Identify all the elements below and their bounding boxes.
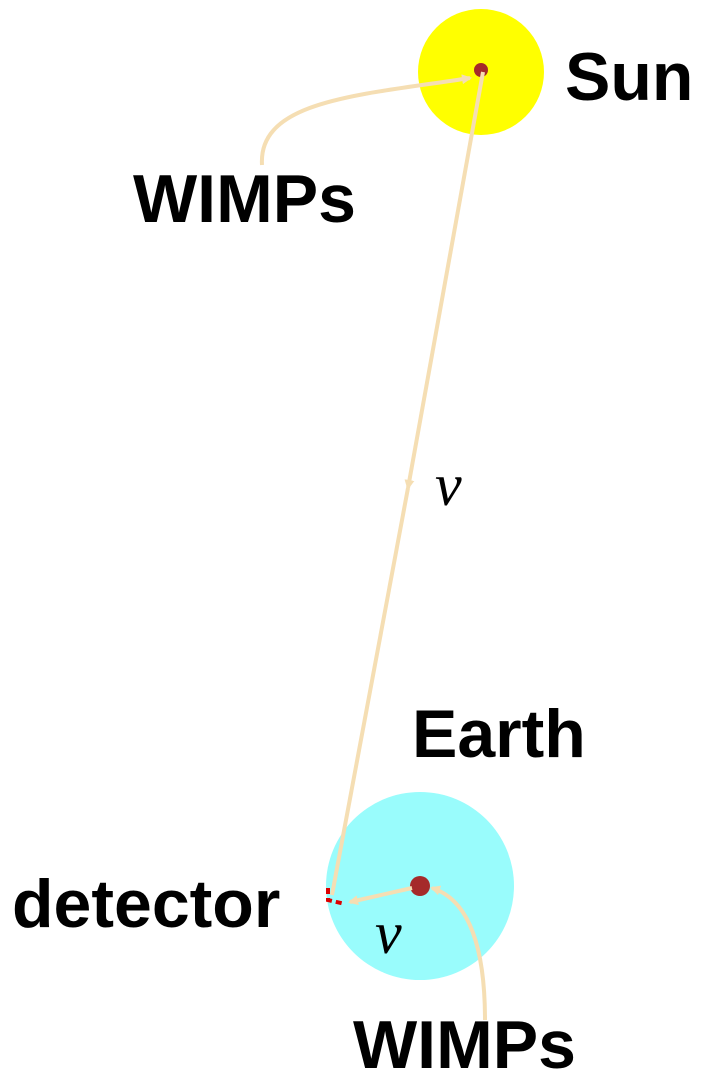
wimps-sun-arrow xyxy=(259,74,472,166)
sun-label: Sun xyxy=(565,39,693,115)
nu-label: ν xyxy=(435,452,462,518)
nu-label: ν xyxy=(375,900,402,966)
neutrino-earth-arrow xyxy=(348,886,413,906)
wimps-label: WIMPs xyxy=(133,161,356,237)
detector-label: detector xyxy=(12,866,280,942)
wimps-earth-arrow xyxy=(430,885,487,1021)
earth-label: Earth xyxy=(412,696,586,772)
neutrino-path xyxy=(330,487,410,896)
detector-mark xyxy=(326,888,346,906)
neutrino-sun-arrow xyxy=(404,71,485,490)
wimps-label: WIMPs xyxy=(353,1007,576,1075)
earth-core xyxy=(410,876,430,896)
